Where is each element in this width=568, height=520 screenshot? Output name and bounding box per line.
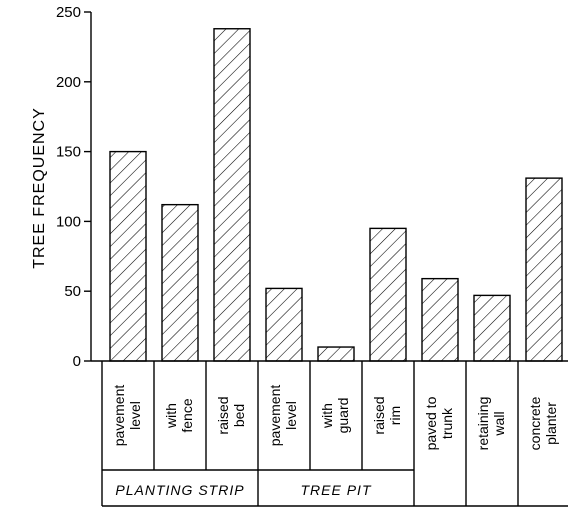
category-label-line: raised — [371, 396, 387, 434]
category-label-line: planter — [543, 402, 559, 445]
y-tick-label: 200 — [56, 74, 81, 91]
category-label-line: paved to — [423, 396, 439, 450]
bar — [369, 227, 407, 362]
category-label-line: trunk — [439, 407, 455, 439]
category-label: with fence — [163, 398, 195, 432]
y-tick-label: 0 — [73, 353, 81, 370]
category-label-line: wall — [491, 411, 507, 436]
category-label: raised rim — [371, 396, 403, 434]
category-label-line: with — [319, 403, 335, 429]
category-label-line: level — [283, 401, 299, 430]
bar — [525, 177, 563, 362]
bar — [109, 150, 147, 362]
category-label-line: guard — [335, 398, 351, 434]
category-label-line: raised — [215, 396, 231, 434]
category-label: with guard — [319, 398, 351, 434]
bar — [213, 28, 251, 362]
category-label: pavement level — [111, 385, 143, 447]
bar — [473, 294, 511, 362]
y-tick-label: 100 — [56, 213, 81, 230]
category-label: retaining wall — [475, 397, 507, 451]
y-tick-label: 150 — [56, 144, 81, 161]
group-label: TREE PIT — [300, 482, 371, 498]
bar — [265, 287, 303, 362]
category-label-line: pavement — [267, 385, 283, 447]
bar — [421, 277, 459, 362]
y-tick-label: 50 — [64, 283, 81, 300]
bar — [317, 346, 355, 362]
category-label: pavement level — [267, 385, 299, 447]
category-label-line: bed — [231, 404, 247, 427]
category-label-line: level — [127, 401, 143, 430]
category-label: paved to trunk — [423, 396, 455, 450]
category-label-line: concrete — [527, 396, 543, 450]
category-label-line: rim — [387, 406, 403, 425]
category-label-line: retaining — [475, 397, 491, 451]
y-axis-title: TREE FREQUENCY — [31, 107, 48, 269]
category-label: concrete planter — [527, 396, 559, 450]
category-label: raised bed — [215, 396, 247, 434]
category-label-line: pavement — [111, 385, 127, 447]
category-label-line: with — [163, 403, 179, 429]
group-label: PLANTING STRIP — [115, 482, 244, 498]
bar — [161, 203, 199, 362]
y-axis: 0 50 100 150 200 250 — [56, 4, 92, 370]
y-tick-label: 250 — [56, 4, 81, 21]
bars — [91, 28, 568, 362]
category-label-line: fence — [179, 398, 195, 432]
